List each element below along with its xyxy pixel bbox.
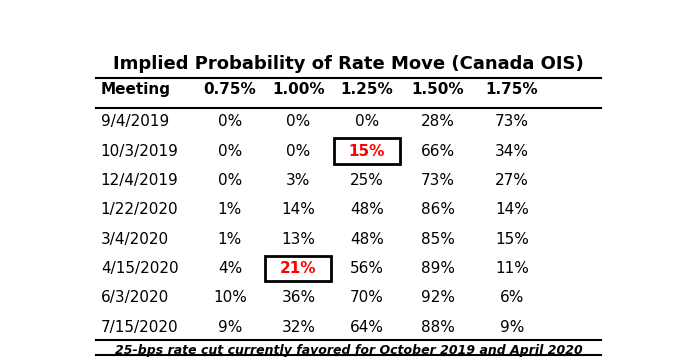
- Text: 32%: 32%: [282, 320, 316, 335]
- Text: 27%: 27%: [495, 173, 529, 188]
- Text: 1.00%: 1.00%: [272, 82, 325, 97]
- Text: 1/22/2020: 1/22/2020: [101, 202, 178, 217]
- Text: 28%: 28%: [421, 114, 455, 129]
- Text: 6%: 6%: [500, 290, 524, 305]
- Text: 92%: 92%: [421, 290, 455, 305]
- Text: 64%: 64%: [350, 320, 384, 335]
- Text: 4%: 4%: [218, 261, 242, 276]
- Text: 14%: 14%: [495, 202, 529, 217]
- Text: 48%: 48%: [350, 232, 384, 247]
- Text: 6/3/2020: 6/3/2020: [101, 290, 169, 305]
- Text: Meeting: Meeting: [101, 82, 171, 97]
- Text: 56%: 56%: [350, 261, 384, 276]
- Text: 21%: 21%: [280, 261, 317, 276]
- Text: 1.25%: 1.25%: [341, 82, 393, 97]
- Text: 12/4/2019: 12/4/2019: [101, 173, 179, 188]
- Text: 0%: 0%: [286, 114, 311, 129]
- Text: 9%: 9%: [218, 320, 242, 335]
- Text: 34%: 34%: [495, 144, 529, 159]
- Text: 73%: 73%: [495, 114, 529, 129]
- Text: 10/3/2019: 10/3/2019: [101, 144, 179, 159]
- Text: 36%: 36%: [282, 290, 316, 305]
- Text: 86%: 86%: [421, 202, 455, 217]
- Text: 85%: 85%: [421, 232, 455, 247]
- Text: 88%: 88%: [421, 320, 455, 335]
- Text: 3%: 3%: [286, 173, 311, 188]
- Text: 14%: 14%: [282, 202, 316, 217]
- Text: 0%: 0%: [218, 144, 242, 159]
- Text: 4/15/2020: 4/15/2020: [101, 261, 178, 276]
- Bar: [334, 138, 400, 164]
- Text: 0%: 0%: [355, 114, 379, 129]
- Text: 0%: 0%: [218, 114, 242, 129]
- Text: 15%: 15%: [349, 144, 385, 159]
- Text: 1%: 1%: [218, 232, 242, 247]
- Text: 1.50%: 1.50%: [412, 82, 464, 97]
- Text: 89%: 89%: [421, 261, 455, 276]
- Text: 9%: 9%: [500, 320, 524, 335]
- Text: 7/15/2020: 7/15/2020: [101, 320, 178, 335]
- Text: 0%: 0%: [286, 144, 311, 159]
- Bar: [265, 256, 331, 281]
- Text: 10%: 10%: [213, 290, 247, 305]
- Text: 25-bps rate cut currently favored for October 2019 and April 2020: 25-bps rate cut currently favored for Oc…: [115, 344, 582, 357]
- Text: 0%: 0%: [218, 173, 242, 188]
- Text: 1%: 1%: [218, 202, 242, 217]
- Text: 1.75%: 1.75%: [486, 82, 538, 97]
- Text: 9/4/2019: 9/4/2019: [101, 114, 169, 129]
- Text: Implied Probability of Rate Move (Canada OIS): Implied Probability of Rate Move (Canada…: [113, 55, 584, 73]
- Text: 48%: 48%: [350, 202, 384, 217]
- Text: 66%: 66%: [421, 144, 455, 159]
- Text: 11%: 11%: [495, 261, 529, 276]
- Text: 13%: 13%: [282, 232, 316, 247]
- Text: 73%: 73%: [421, 173, 455, 188]
- Text: 3/4/2020: 3/4/2020: [101, 232, 169, 247]
- Text: 70%: 70%: [350, 290, 384, 305]
- Text: 25%: 25%: [350, 173, 384, 188]
- Text: 0.75%: 0.75%: [203, 82, 256, 97]
- Text: 15%: 15%: [495, 232, 529, 247]
